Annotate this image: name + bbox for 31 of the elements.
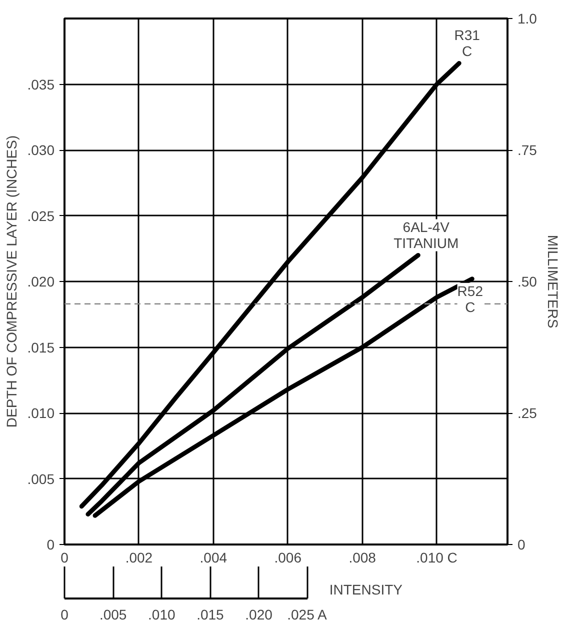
x2-tick-label: .020: [245, 606, 273, 622]
x-tick-label: .008: [348, 550, 376, 566]
series-label: R31 C: [454, 27, 480, 60]
x-tick-label: .004: [200, 550, 228, 566]
x2-tick-label: 0: [60, 606, 69, 622]
y-tick-label: 0: [46, 536, 55, 552]
x2-axis-title: INTENSITY: [329, 582, 404, 598]
y-tick-label: .010: [27, 405, 55, 421]
x-tick-label: .006: [274, 550, 302, 566]
series-label: 6AL-4V TITANIUM: [394, 219, 459, 252]
y2-axis-title: MILLIMETERS: [544, 234, 561, 328]
y2-tick-label: .75: [518, 142, 538, 158]
y-tick-label: .005: [27, 470, 55, 487]
series-label: R52 C: [457, 282, 484, 315]
y-tick-label: .015: [27, 339, 55, 356]
x-tick-label: .002: [125, 550, 153, 566]
y-tick-label: .035: [27, 76, 55, 92]
y2-tick-label: .25: [518, 405, 538, 421]
x-tick-label: .010 C: [416, 550, 458, 566]
x2-tick-label: .025 A: [287, 606, 328, 622]
y-tick-label: .020: [27, 274, 55, 290]
y2-tick-label: .50: [518, 274, 538, 290]
y2-tick-label: 1.0: [518, 10, 538, 26]
y2-tick-label: 0: [518, 536, 526, 552]
x2-tick-label: .005: [99, 606, 127, 622]
x2-tick-label: .010: [148, 606, 176, 622]
y-tick-label: .025: [27, 208, 55, 224]
y-axis-title: DEPTH OF COMPRESSIVE LAYER (INCHES): [3, 135, 20, 428]
x2-tick-label: .015: [196, 606, 224, 622]
y-tick-label: .030: [27, 142, 55, 158]
x-tick-label: 0: [60, 550, 69, 566]
